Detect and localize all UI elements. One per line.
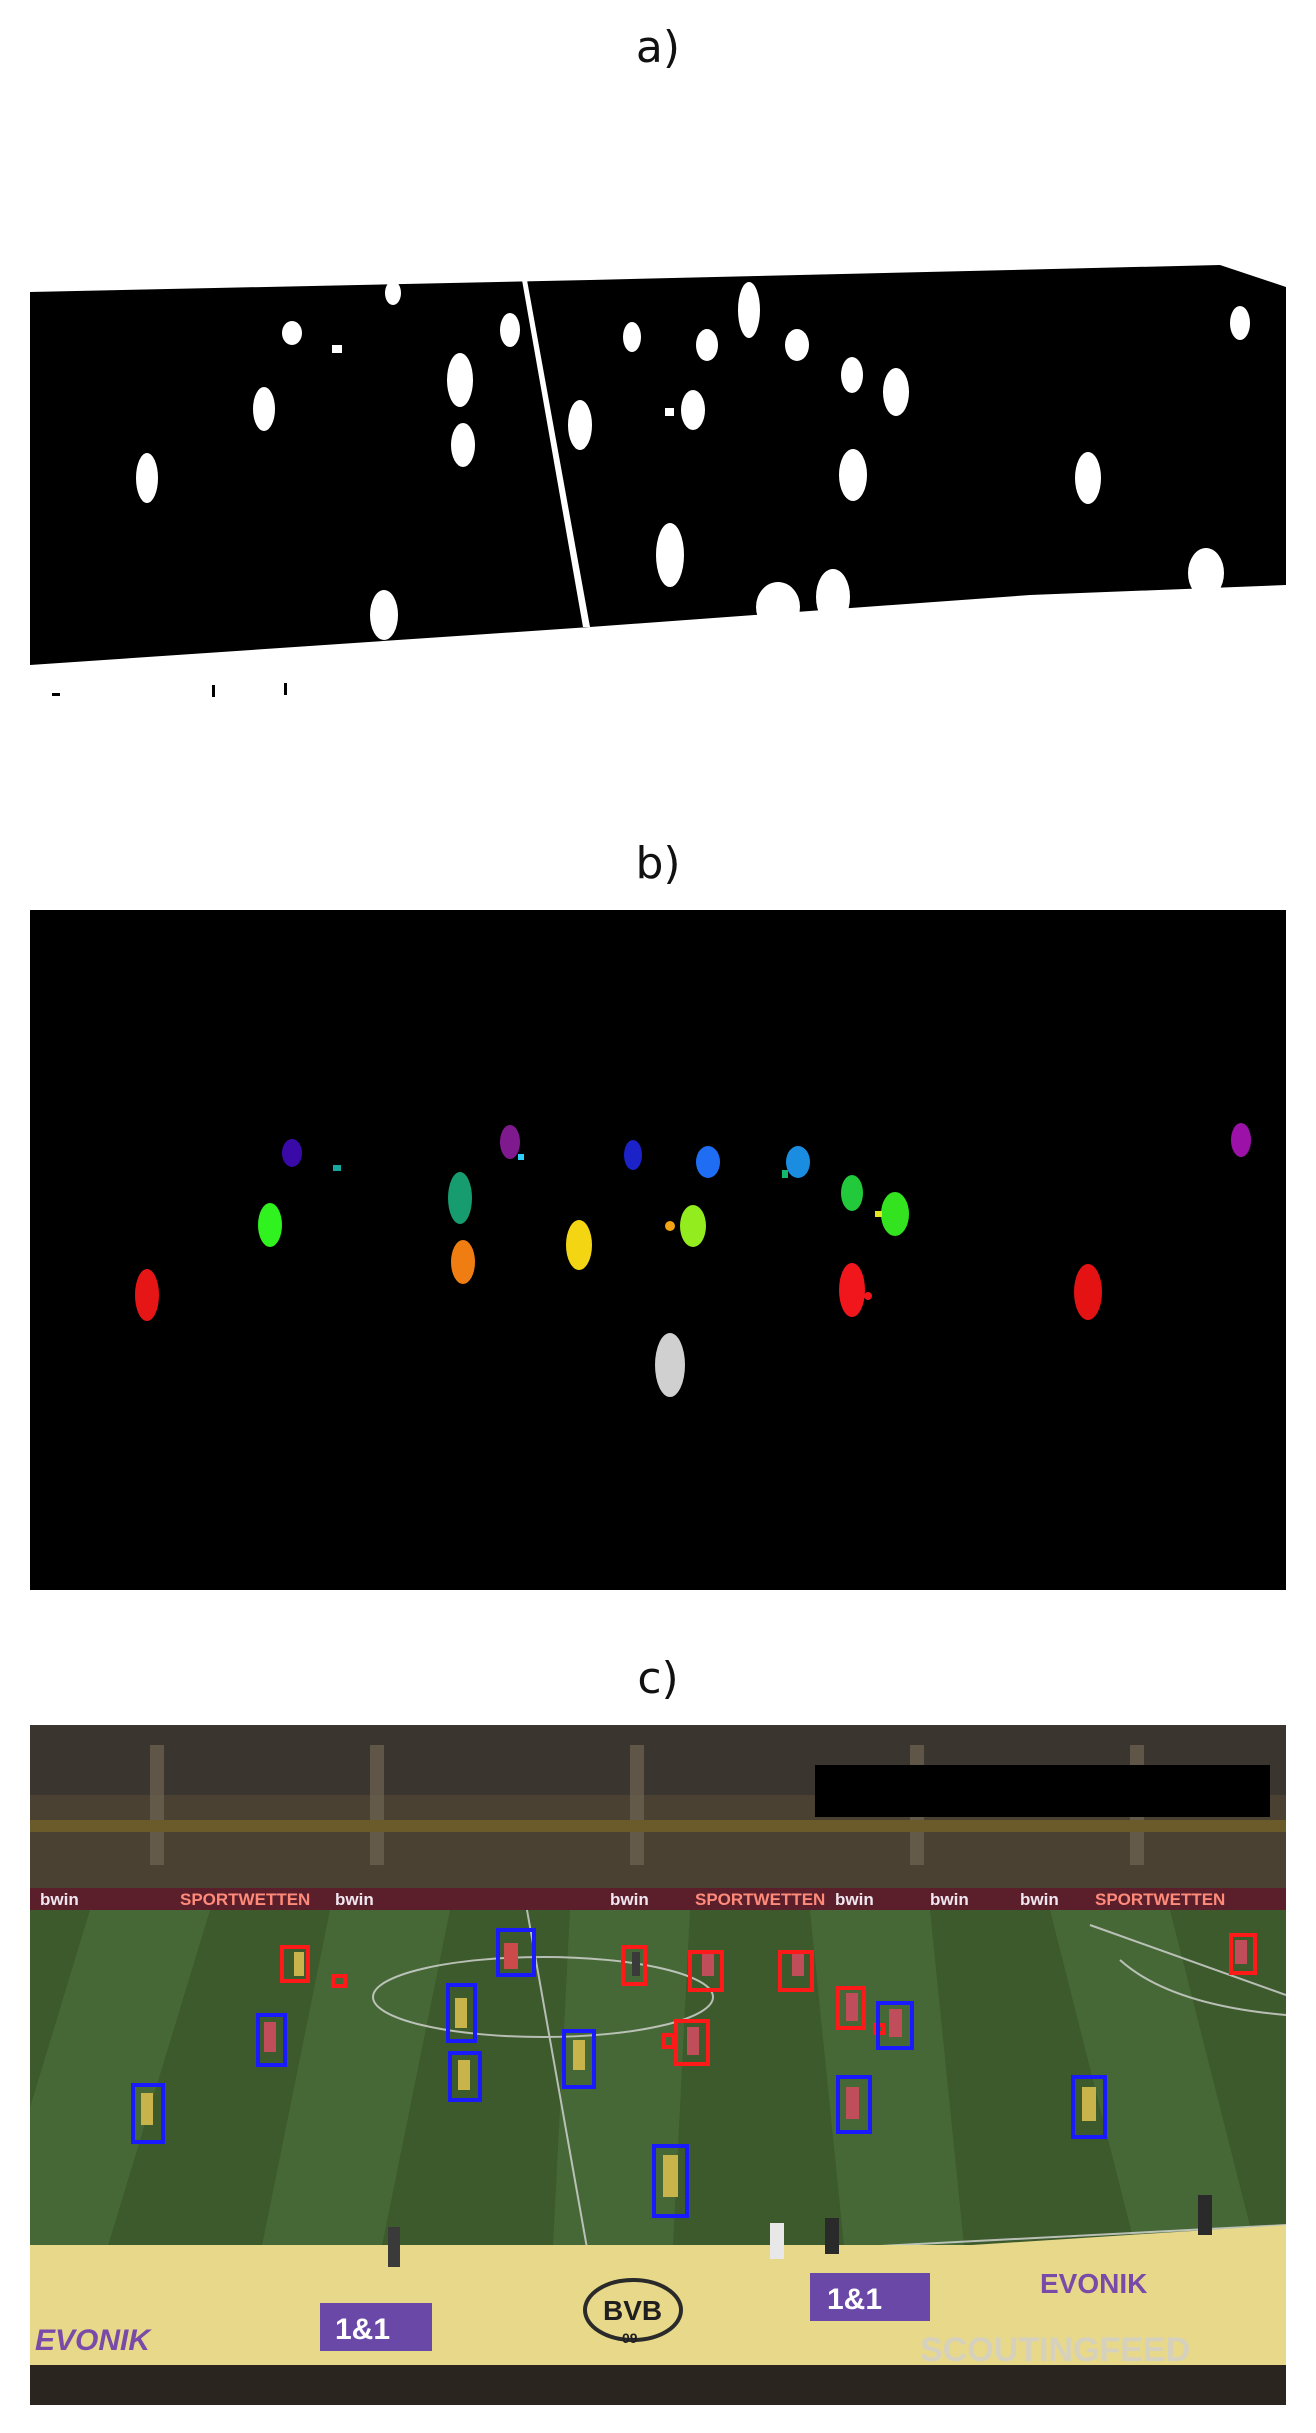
panel-b-label: b)	[635, 838, 681, 889]
segmentation-image	[30, 910, 1286, 1590]
banner-1und1-right: 1&1	[827, 2283, 882, 2316]
ad-text: bwin	[930, 1890, 969, 1909]
ad-text: SPORTWETTEN	[695, 1890, 825, 1909]
ad-text: bwin	[1020, 1890, 1059, 1909]
ad-text: SPORTWETTEN	[180, 1890, 310, 1909]
panel-c-label: c)	[637, 1653, 679, 1704]
banner-bvb-sub: 09	[622, 2330, 638, 2346]
binary-mask-image	[30, 265, 1286, 705]
banner-evonik-left: EVONIK	[35, 2324, 152, 2357]
ad-text: SPORTWETTEN	[1095, 1890, 1225, 1909]
ad-text: bwin	[40, 1890, 79, 1909]
banner-1und1-left: 1&1	[335, 2313, 390, 2346]
watermark: SCOUTINGFEED	[920, 2331, 1190, 2369]
ad-text: bwin	[610, 1890, 649, 1909]
banner-bvb-logo: BVB	[603, 2295, 662, 2326]
ad-text: bwin	[335, 1890, 374, 1909]
panel-a-label: a)	[635, 22, 681, 73]
detections-image: bwin SPORTWETTEN bwin bwin SPORTWETTEN b…	[30, 1725, 1286, 2405]
ad-text: bwin	[835, 1890, 874, 1909]
banner-evonik-right: EVONIK	[1040, 2268, 1147, 2299]
